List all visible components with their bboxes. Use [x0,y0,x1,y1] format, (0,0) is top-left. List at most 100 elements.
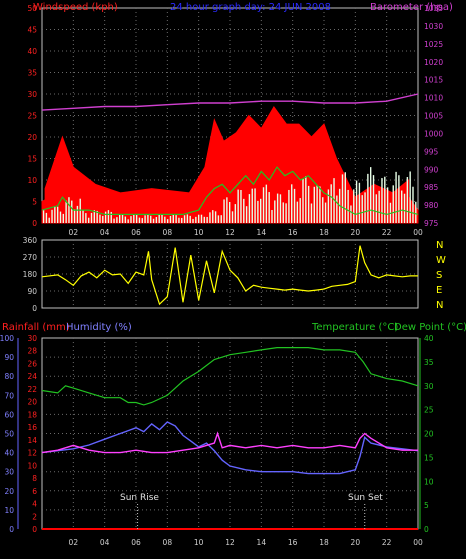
humidity-series [41,421,419,475]
wind-tick-label: 50 [27,4,37,13]
temp-x-tick-label: 08 [163,538,173,547]
wind-x-tick-label: 22 [382,228,392,237]
temp-tick-label: 15 [424,453,434,462]
temp-x-tick-label: 14 [257,538,267,547]
temp-x-tick-label: 16 [288,538,298,547]
rain-tick-label: 16 [27,423,37,432]
dir-tick-label: 180 [23,270,38,279]
dir-label-e: E [436,285,442,296]
baro-tick-label: 995 [424,147,439,156]
temp-series [17,338,421,530]
rain-tick-label: 6 [32,487,37,496]
temp-x-tick-label: 00 [413,538,423,547]
humidity-tick-label: 80 [4,372,14,381]
wind-tick-label: 5 [32,198,37,207]
legend-temperature: Temperature (°C) [311,322,398,333]
windspeed-series [41,127,419,224]
humidity-tick-label: 20 [4,487,14,496]
temp-tick-label: 10 [424,477,434,486]
wind-x-tick-label: 14 [257,228,267,237]
wind-tick-label: 40 [27,47,37,56]
baro-tick-label: 1025 [424,40,443,49]
humidity-tick-label: 50 [4,430,14,439]
legend-humidity: Humidity (%) [66,322,132,333]
rain-tick-label: 28 [27,347,37,356]
wind-x-tick-label: 02 [69,228,79,237]
wind-axis-title: Windspeed (kph) [33,2,118,13]
dir-label-n-bottom: N [436,300,443,311]
rain-tick-label: 26 [27,359,37,368]
temp-tick-label: 5 [424,501,429,510]
temp-x-tick-label: 20 [351,538,361,547]
rain-tick-label: 2 [32,512,37,521]
dir-tick-label: 0 [32,304,37,313]
dir-tick-label: 360 [23,236,38,245]
rain-tick-label: 20 [27,398,37,407]
dir-tick-label: 270 [23,253,38,262]
dir-label-w: W [436,255,446,266]
avg-speed-series [41,166,419,216]
dir-tick-label: 90 [27,287,37,296]
temp-x-tick-label: 02 [69,538,79,547]
sunrise-label: Sun Rise [120,493,159,503]
wind-tick-label: 20 [27,133,37,142]
barometer-axis-title: Barometer (hpa) [370,2,453,13]
baro-tick-label: 1030 [424,22,443,31]
baro-tick-label: 1005 [424,112,443,121]
baro-tick-label: 985 [424,183,439,192]
baro-tick-label: 1035 [424,4,443,13]
temp-grid [42,338,418,529]
wind-tick-label: 45 [27,26,37,35]
baro-tick-label: 1020 [424,58,443,67]
dewpoint-series [41,431,418,454]
legend-rainfall: Rainfall (mm) [2,322,70,333]
legend-dew-point: Dew Point (°C) [394,322,466,333]
temp-tick-label: 30 [424,382,434,391]
humidity-tick-label: 10 [4,506,14,515]
dir-label-n-top: N [436,240,443,251]
temp-tick-label: 20 [424,430,434,439]
temp-x-tick-label: 18 [319,538,329,547]
wind-x-tick-label: 06 [131,228,141,237]
rain-tick-label: 10 [27,461,37,470]
rain-tick-label: 12 [27,449,37,458]
wind-series [41,93,419,224]
wind-tick-label: 15 [27,155,37,164]
temp-tick-label: 0 [424,525,429,534]
wind-tick-label: 0 [32,219,37,228]
humidity-tick-label: 30 [4,468,14,477]
baro-tick-label: 1010 [424,94,443,103]
temp-tick-label: 40 [424,334,434,343]
wind-tick-label: 35 [27,69,37,78]
temp-tick-label: 25 [424,406,434,415]
direction-grid [42,240,418,308]
temp-x-tick-label: 06 [131,538,141,547]
wind-x-tick-label: 04 [100,228,110,237]
temp-x-tick-label: 04 [100,538,110,547]
barometer-series [41,93,419,111]
rain-tick-label: 14 [27,436,37,445]
wind-tick-label: 10 [27,176,37,185]
wind-x-tick-label: 12 [225,228,235,237]
wind-x-tick-label: 20 [351,228,361,237]
baro-tick-label: 990 [424,165,439,174]
dir-label-s: S [436,270,442,281]
humidity-tick-label: 70 [4,391,14,400]
baro-tick-label: 975 [424,219,439,228]
wind-x-tick-label: 16 [288,228,298,237]
rain-tick-label: 0 [32,525,37,534]
wind-tick-label: 25 [27,112,37,121]
wind-x-tick-label: 10 [194,228,204,237]
direction-series [41,245,418,306]
temp-x-tick-label: 10 [194,538,204,547]
rain-tick-label: 18 [27,410,37,419]
temp-x-tick-label: 12 [225,538,235,547]
wind-x-tick-label: 18 [319,228,329,237]
baro-tick-label: 980 [424,201,439,210]
humidity-tick-label: 40 [4,449,14,458]
rain-tick-label: 30 [27,334,37,343]
baro-tick-label: 1000 [424,129,443,138]
rain-tick-label: 24 [27,372,37,381]
